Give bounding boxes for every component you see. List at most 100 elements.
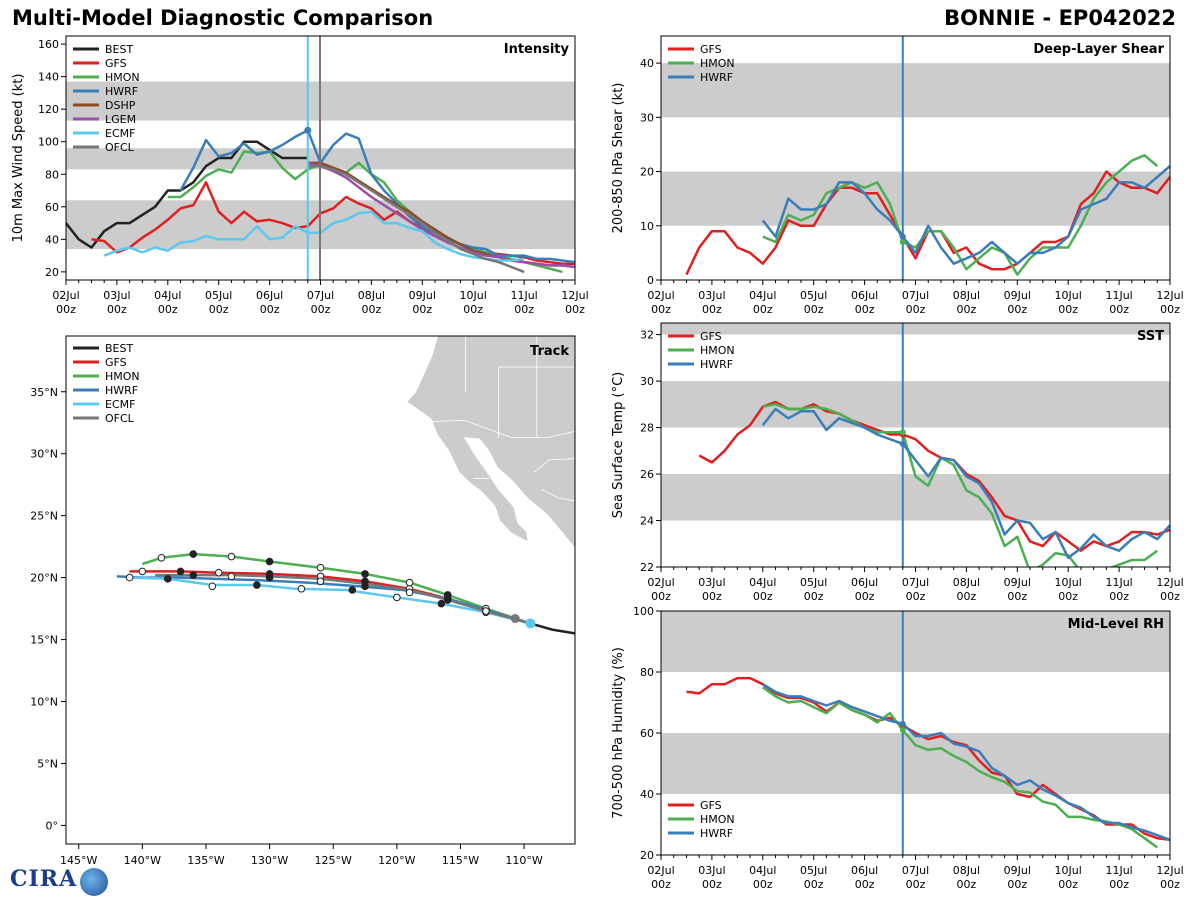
intensity-ytick-label: 120 [38,103,59,116]
rh-init-point-hmon [899,726,906,733]
shear-ytick-label: 0 [647,274,654,287]
shear-series-hmon [762,154,1159,276]
track-marker-hmon [189,550,198,558]
map-border-6 [534,458,575,473]
rh-xtick-hour: 00z [753,878,773,891]
sst-ylabel: Sea Surface Temp (°C) [611,372,626,519]
track-current-position [525,618,536,629]
shear-xtick-date: 03Jul [698,289,725,302]
sst-xtick-hour: 00z [804,590,824,603]
shear-xtick-hour: 00z [753,303,773,316]
sst-title: SST [1137,329,1164,344]
track-xtick-label: 135°W [187,854,224,867]
rh-xtick-hour: 00z [1007,878,1027,891]
intensity-legend-label: HMON [105,71,140,84]
track-marker-ofcl [189,571,198,579]
rh-xtick-hour: 00z [957,878,977,891]
rh-xtick-hour: 00z [804,878,824,891]
rh-chart: 2040608010002Jul00z03Jul00z04Jul00z05Jul… [611,605,1184,891]
map-border-5 [541,489,575,502]
intensity-xtick-hour: 00z [107,303,127,316]
map-border-2 [498,366,575,438]
track-ytick-label: 15°N [30,634,58,647]
track-ytick-label: 30°N [30,448,58,461]
rh-xtick-date: 11Jul [1105,864,1132,877]
sst-frame [660,322,1171,568]
shear-xtick-hour: 00z [804,303,824,316]
shear-chart: 01020304002Jul00z03Jul00z04Jul00z05Jul00… [611,35,1184,316]
shear-series-group [685,154,1170,276]
track-marker-ecmf [208,582,217,591]
shear-xtick-date: 04Jul [749,289,776,302]
sst-xtick-date: 10Jul [1055,576,1082,589]
sst-xtick-hour: 00z [1160,590,1180,603]
rh-legend-label: GFS [700,799,722,812]
rh-ytick-label: 20 [640,849,654,862]
shear-legend-label: HMON [700,57,735,70]
sst-xtick-date: 08Jul [953,576,980,589]
sst-xtick-hour: 00z [753,590,773,603]
track-marker-ofcl [227,572,236,581]
sst-band-0 [661,474,1170,521]
rh-xtick-date: 03Jul [698,864,725,877]
track-series-hwrf [116,575,531,625]
shear-xtick-hour: 00z [906,303,926,316]
rh-legend-label: HWRF [700,827,733,840]
rh-xtick-hour: 00z [906,878,926,891]
track-series-ofcl [155,573,531,625]
shear-xtick-hour: 00z [1109,303,1129,316]
track-marker-ofcl [443,596,452,604]
intensity-xtick-hour: 00z [158,303,178,316]
sst-xtick-hour: 00z [1109,590,1129,603]
track-ytick-label: 0° [46,819,59,832]
shear-xtick-hour: 00z [1160,303,1180,316]
sst-ytick-label: 22 [640,561,654,574]
shear-series-hwrf [761,165,1170,265]
shear-xtick-date: 05Jul [800,289,827,302]
intensity-xtick-date: 04Jul [154,289,181,302]
sst-xtick-hour: 00z [1058,590,1078,603]
sst-series-hwrf [761,407,1170,559]
cira-logo: CIRA [6,866,108,898]
intensity-series-best [66,140,308,249]
sst-band-1 [661,381,1170,428]
shear-xtick-date: 06Jul [851,289,878,302]
intensity-xtick-hour: 00z [412,303,432,316]
shear-xtick-date: 02Jul [647,289,674,302]
intensity-xtick-hour: 00z [565,303,585,316]
track-map [116,336,575,635]
track-xtick-label: 130°W [251,854,288,867]
intensity-title: Intensity [504,42,570,57]
sst-chart: 22242628303202Jul00z03Jul00z04Jul00z05Ju… [611,322,1184,603]
rh-ytick-label: 80 [640,666,654,679]
rh-xtick-date: 04Jul [749,864,776,877]
track-marker-ecmf [348,586,357,594]
intensity-xtick-date: 10Jul [460,289,487,302]
map-border-0 [432,419,575,439]
shear-xtick-hour: 00z [957,303,977,316]
track-marker-ofcl [265,573,274,582]
shear-xtick-date: 11Jul [1105,289,1132,302]
track-series-best [530,622,575,635]
track-marker-ecmf [393,593,401,602]
sst-init-point-hmon [899,429,906,436]
track-series-ecmf [129,576,531,625]
track-marker-hmon [157,553,166,562]
rh-ytick-label: 40 [640,788,654,801]
shear-xtick-hour: 00z [1007,303,1027,316]
track-ytick-label: 5°N [37,757,58,770]
track-marker-ecmf [297,584,306,593]
sst-xtick-date: 09Jul [1004,576,1031,589]
intensity-legend-label: HWRF [105,85,138,98]
intensity-xtick-date: 07Jul [307,289,334,302]
track-marker-ofcl [316,577,325,586]
sst-xtick-hour: 00z [702,590,722,603]
track-marker-ofcl [482,607,490,615]
intensity-xtick-hour: 00z [463,303,483,316]
track-marker-ecmf [125,573,134,582]
sst-ytick-label: 24 [640,515,654,528]
track-title: Track [530,344,569,359]
globe-icon [80,868,108,896]
intensity-xtick-date: 05Jul [205,289,232,302]
